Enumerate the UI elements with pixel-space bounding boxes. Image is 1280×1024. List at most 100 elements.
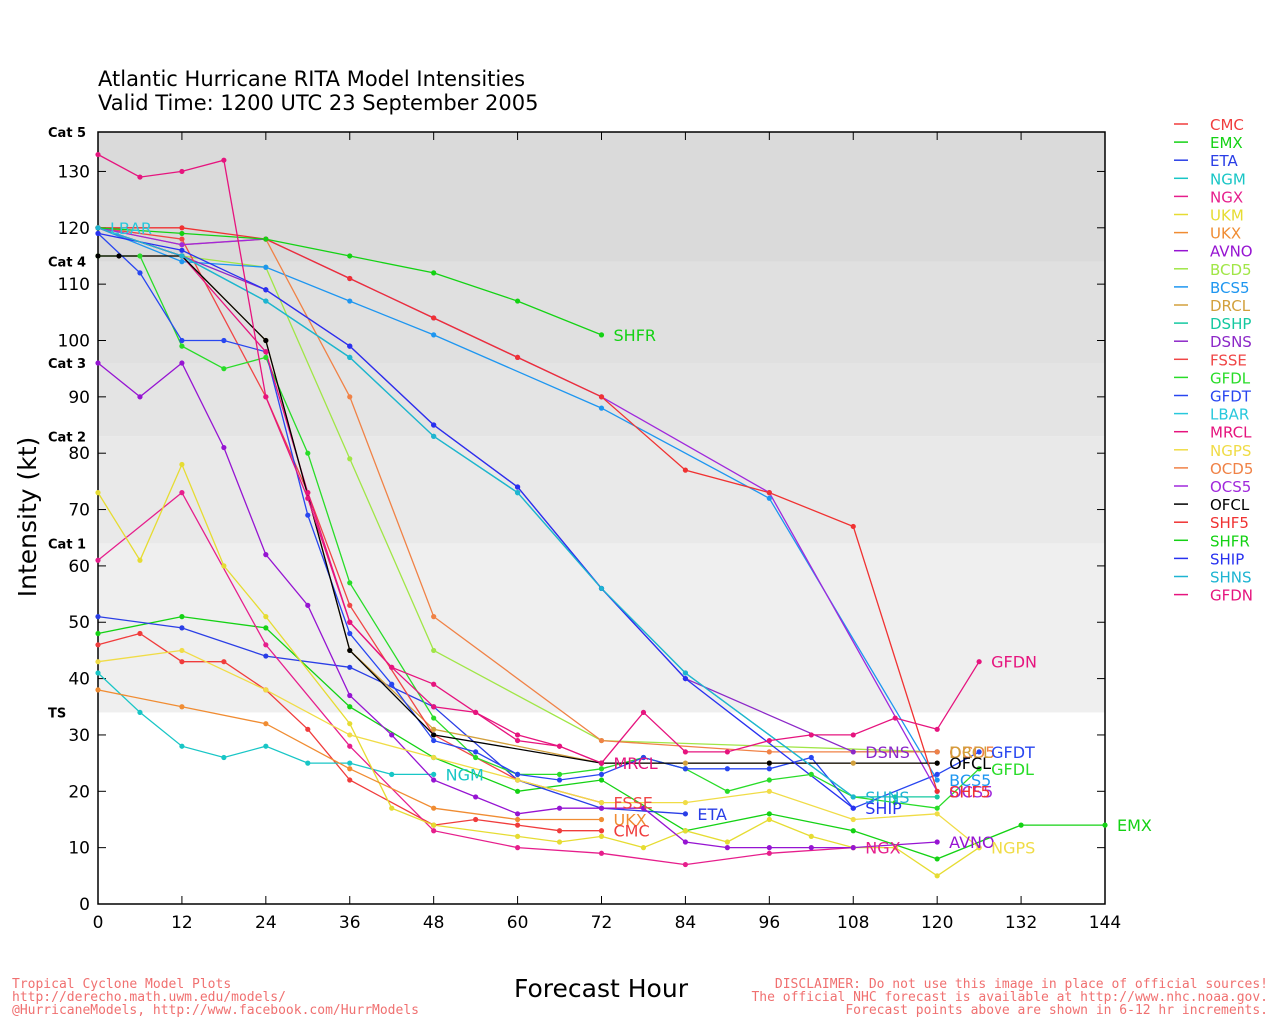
- point-bcs5: [598, 405, 605, 411]
- y-tick-label: 40: [68, 670, 90, 690]
- point-mrcl: [305, 490, 311, 496]
- point-gfdl: [598, 766, 605, 772]
- legend-label-bcs5: BCS5: [1210, 279, 1250, 297]
- band-cat-4: [98, 132, 1105, 262]
- point-avno: [808, 845, 814, 851]
- point-avno: [389, 732, 395, 738]
- point-shf5: [347, 275, 353, 282]
- point-gfdl: [808, 771, 814, 777]
- point-emx: [1102, 822, 1108, 828]
- legend-label-ship: SHIP: [1210, 550, 1244, 568]
- y-tick-label: 10: [68, 839, 90, 859]
- point-gfdl: [976, 766, 982, 772]
- point-ship: [850, 805, 856, 811]
- point-cmc: [137, 630, 143, 637]
- point-gfdt: [598, 771, 605, 777]
- point-ngm: [263, 743, 269, 749]
- point-ocs5: [179, 242, 185, 248]
- legend-label-gfdn: GFDN: [1210, 587, 1253, 605]
- y-tick-label: 110: [58, 275, 90, 295]
- point-gfdn: [221, 157, 227, 163]
- point-ship: [179, 247, 185, 253]
- point-gfdl: [263, 354, 269, 361]
- legend-label-shns: SHNS: [1210, 569, 1252, 587]
- point-ofcl: [766, 760, 772, 766]
- point-ukx: [95, 687, 101, 693]
- point-gfdn: [808, 732, 814, 738]
- x-tick-label: 120: [921, 913, 953, 933]
- point-shns: [179, 253, 185, 259]
- point-gfdn: [640, 709, 647, 716]
- y-axis-label: Intensity (kt): [13, 437, 42, 598]
- point-gfdn: [892, 715, 898, 721]
- y-tick-label: 0: [79, 895, 90, 915]
- point-gfdn: [263, 394, 269, 400]
- point-gfdl: [473, 754, 479, 761]
- point-eta: [95, 614, 101, 620]
- legend-label-ngx: NGX: [1210, 188, 1243, 206]
- point-ngx: [514, 845, 521, 851]
- series-line-cmc: [97, 632, 602, 832]
- point-cmc: [473, 816, 479, 823]
- point-eta: [263, 653, 269, 659]
- point-ngm: [347, 760, 353, 766]
- point-bcs5: [934, 777, 940, 783]
- point-bcs5: [766, 495, 772, 501]
- point-ukx: [598, 816, 605, 823]
- point-emx: [347, 704, 353, 710]
- point-fsse: [347, 602, 353, 608]
- footer-left-line-2: http://derecho.math.uwm.edu/models/: [12, 990, 286, 1005]
- series-line-avno: [97, 361, 938, 849]
- point-gfdt: [221, 337, 227, 344]
- point-cmc: [305, 726, 311, 732]
- point-shns: [263, 298, 269, 304]
- point-emx: [179, 614, 185, 620]
- legend-label-ofcl: OFCL: [1210, 496, 1250, 514]
- y-tick-label: 90: [68, 388, 90, 408]
- point-gfdl: [347, 580, 353, 586]
- series-line-gfdn: [97, 153, 980, 764]
- point-ocd5: [766, 749, 772, 755]
- end-label-gfdl: GFDL: [991, 760, 1034, 779]
- legend-label-shf5: SHF5: [1210, 514, 1249, 532]
- point-cmc: [95, 642, 101, 648]
- point-gfdt: [514, 771, 521, 777]
- point-gfdt: [724, 766, 730, 772]
- legend-label-cmc: CMC: [1210, 116, 1244, 134]
- point-eta: [682, 811, 689, 817]
- x-tick-label: 84: [675, 913, 697, 933]
- point-ukm: [556, 839, 563, 845]
- end-label-bcs5: BCS5: [949, 771, 991, 790]
- point-gfdt: [934, 771, 940, 777]
- point-gfdl: [892, 799, 898, 806]
- band-cat-2: [98, 363, 1105, 437]
- point-gfdn: [473, 709, 479, 716]
- point-avno: [473, 794, 479, 800]
- point-cmc: [179, 659, 185, 665]
- point-eta: [347, 664, 353, 670]
- point-bcd5: [431, 647, 437, 654]
- point-emx: [263, 625, 269, 631]
- point-gfdt: [556, 777, 563, 783]
- x-tick-label: 144: [1089, 913, 1121, 933]
- x-tick-label: 60: [507, 913, 529, 933]
- point-shfr: [347, 253, 353, 259]
- point-ukm: [724, 839, 730, 845]
- point-cmc: [221, 659, 227, 665]
- point-drcl: [431, 726, 437, 732]
- point-avno: [598, 805, 605, 811]
- point-drcl: [850, 760, 856, 766]
- point-ship: [431, 422, 437, 428]
- chart-subtitle: Valid Time: 1200 UTC 23 September 2005: [98, 91, 538, 115]
- point-dshp: [892, 794, 898, 800]
- legend-label-gfdl: GFDL: [1210, 369, 1251, 387]
- point-ukm: [640, 845, 647, 851]
- point-gfdn: [556, 743, 563, 749]
- point-shf5: [850, 523, 856, 530]
- point-shns: [431, 433, 437, 439]
- point-shfr: [263, 236, 269, 242]
- point-ngps: [95, 659, 101, 665]
- point-ngps: [179, 647, 185, 654]
- x-tick-label: 132: [1005, 913, 1037, 933]
